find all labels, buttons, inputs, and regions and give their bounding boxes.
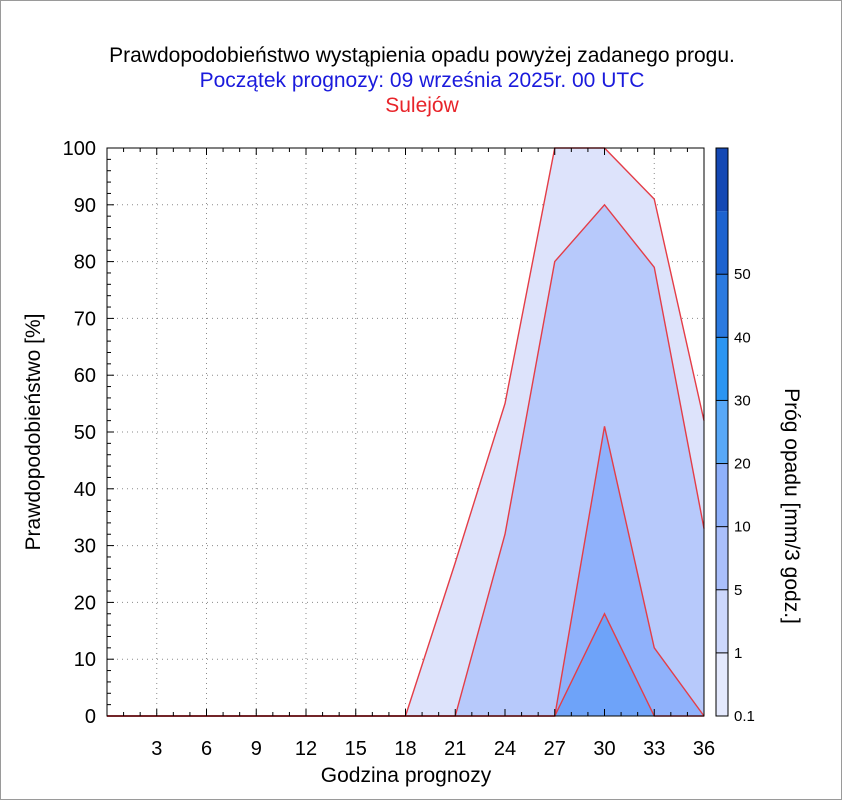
colorbar-segment — [716, 400, 728, 464]
x-tick-label: 24 — [494, 738, 516, 760]
colorbar-title: Próg opadu [mm/3 godz.] — [780, 388, 803, 624]
y-tick-label: 20 — [74, 592, 96, 614]
colorbar-segment — [716, 337, 728, 401]
area-threshold-1 — [107, 204, 704, 717]
colorbar-label: 40 — [734, 329, 751, 346]
y-tick-label: 40 — [74, 479, 96, 501]
x-tick-label: 12 — [295, 738, 317, 760]
colorbar-label: 1 — [734, 645, 742, 662]
x-tick-label: 3 — [151, 738, 162, 760]
colorbar-segment — [716, 211, 728, 275]
colorbar-label: 0.1 — [734, 708, 755, 725]
x-tick-label: 21 — [444, 738, 466, 760]
colorbar-label: 5 — [734, 582, 742, 599]
colorbar-label: 50 — [734, 266, 751, 283]
y-tick-label: 90 — [74, 195, 96, 217]
x-axis-title: Godzina prognozy — [321, 764, 492, 787]
y-tick-label: 100 — [63, 138, 96, 160]
colorbar-segment — [716, 589, 728, 653]
y-axis-title: Prawdopodobieństwo [%] — [22, 314, 45, 551]
colorbar-label: 20 — [734, 456, 751, 473]
tick-marks — [106, 147, 705, 717]
chart-subtitle: Początek prognozy: 09 września 2025r. 00… — [199, 69, 645, 92]
area-threshold-5 — [107, 426, 704, 716]
y-tick-label: 60 — [74, 365, 96, 387]
area-threshold-10 — [107, 613, 704, 716]
x-tick-label: 9 — [251, 738, 262, 760]
x-tick-label: 33 — [643, 738, 665, 760]
chart-title: Prawdopodobieństwo wystąpienia opadu pow… — [109, 44, 735, 67]
y-tick-label: 30 — [74, 536, 96, 558]
x-tick-label: 36 — [693, 738, 715, 760]
threshold-colorbar: 0.1 1 5 10 20 30 40 50 — [715, 147, 755, 725]
x-tick-label: 27 — [544, 738, 566, 760]
colorbar-segment — [716, 274, 728, 338]
x-tick-label: 15 — [345, 738, 367, 760]
x-tick-label: 6 — [201, 738, 212, 760]
y-tick-label: 70 — [74, 308, 96, 330]
colorbar-label: 30 — [734, 392, 751, 409]
location-title: Sulejów — [385, 94, 459, 117]
colorbar-segment — [716, 463, 728, 527]
y-tick-label: 10 — [74, 649, 96, 671]
y-tick-label: 80 — [74, 252, 96, 274]
x-tick-label: 18 — [394, 738, 416, 760]
x-tick-labels: 3 6 9 12 15 18 21 24 27 30 33 36 — [151, 738, 715, 760]
colorbar-label: 10 — [734, 519, 751, 536]
y-tick-label: 0 — [85, 706, 96, 728]
colorbar-segment — [716, 526, 728, 590]
colorbar-segment — [716, 652, 728, 716]
colorbar-segment — [716, 148, 728, 212]
y-tick-labels: 0 10 20 30 40 50 60 70 80 90 100 — [63, 138, 96, 728]
y-tick-label: 50 — [74, 422, 96, 444]
x-tick-label: 30 — [593, 738, 615, 760]
